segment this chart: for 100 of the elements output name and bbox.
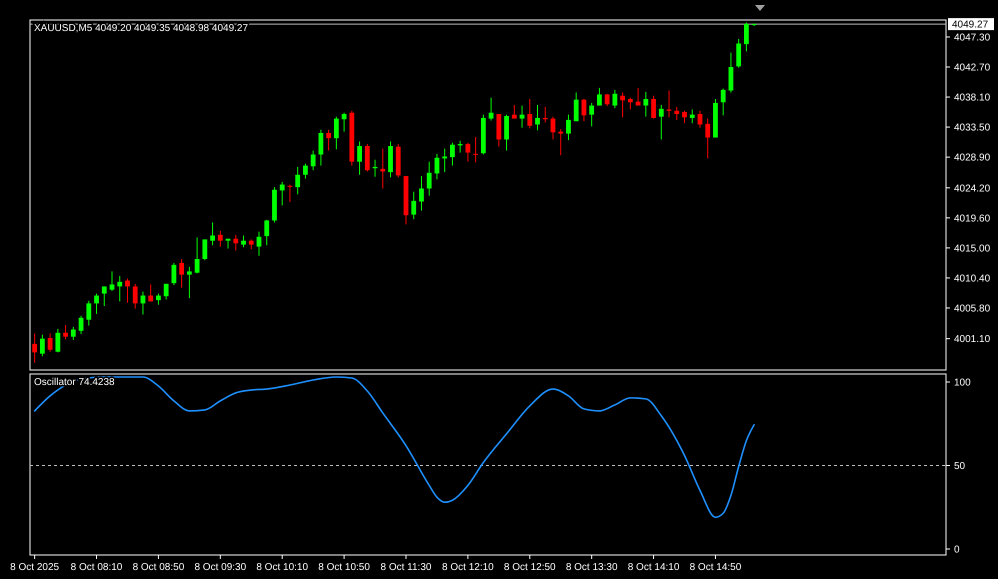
- candlestick: [582, 98, 586, 122]
- candlestick: [86, 300, 92, 326]
- y-tick-label: 100: [954, 378, 972, 389]
- candlestick: [55, 328, 60, 353]
- candlestick: [604, 93, 610, 107]
- candlestick: [411, 191, 416, 220]
- candlestick: [264, 219, 270, 246]
- candlestick: [334, 116, 339, 150]
- candlestick: [256, 231, 262, 256]
- candlestick: [94, 293, 99, 314]
- candlestick: [542, 106, 548, 124]
- candlestick: [318, 129, 324, 166]
- candlestick: [442, 148, 448, 173]
- candlestick: [32, 332, 38, 364]
- candlestick: [179, 258, 184, 288]
- candlestick: [40, 334, 45, 357]
- candlestick: [666, 90, 672, 118]
- candlestick: [682, 110, 687, 124]
- y-tick-label: 4042.70: [954, 62, 991, 74]
- candlestick: [458, 140, 463, 154]
- candlestick: [465, 142, 470, 162]
- candlestick: [720, 88, 726, 116]
- y-tick-label: 4024.20: [954, 183, 991, 194]
- x-tick-label: 8 Oct 14:50: [690, 562, 742, 573]
- candlestick: [558, 128, 564, 156]
- candlestick: [636, 87, 640, 106]
- x-tick-label: 8 Oct 14:10: [628, 562, 680, 573]
- x-tick-label: 8 Oct 09:30: [194, 562, 247, 573]
- candlestick: [658, 104, 664, 140]
- candlestick: [520, 105, 524, 128]
- candlestick: [288, 184, 292, 203]
- y-tick-label: 4010.40: [954, 273, 991, 284]
- y-tick-label: 4015.00: [954, 243, 991, 254]
- candlestick: [744, 22, 749, 52]
- candlestick: [690, 108, 695, 124]
- x-tick-label: 8 Oct 10:50: [318, 562, 370, 573]
- candlestick: [419, 176, 424, 212]
- line-series: [34, 376, 755, 518]
- candlestick: [380, 148, 386, 189]
- candlestick: [643, 91, 648, 118]
- x-tick-label: 8 Oct 12:10: [442, 562, 494, 573]
- candlestick: [172, 262, 176, 286]
- x-tick-label: 8 Oct 10:10: [256, 562, 308, 573]
- x-tick-label: 8 Oct 13:30: [566, 562, 618, 573]
- candlestick: [512, 104, 517, 120]
- candlestick: [728, 52, 734, 93]
- candlestick: [70, 326, 76, 340]
- candlestick: [241, 234, 246, 248]
- candlestick: [628, 97, 633, 110]
- candlestick: [202, 238, 208, 261]
- x-tick-label: 8 Oct 11:30: [380, 562, 432, 573]
- candlestick: [132, 283, 138, 310]
- candlestick: [535, 104, 540, 131]
- candlestick: [63, 324, 68, 340]
- x-tick-label: 8 Oct 12:50: [504, 562, 556, 573]
- candlestick: [140, 291, 146, 315]
- candlestick: [612, 89, 618, 109]
- candlestick: [110, 270, 114, 292]
- candlestick: [164, 283, 169, 300]
- candlestick: [78, 315, 84, 335]
- y-tick-label: 4047.30: [954, 32, 991, 44]
- candlestick: [736, 38, 742, 68]
- y-tick-label: 4019.60: [954, 213, 991, 224]
- candlestick: [698, 110, 702, 128]
- candlestick: [504, 114, 509, 152]
- candlestick: [303, 163, 308, 180]
- candlestick: [210, 222, 215, 246]
- candlestick: [48, 332, 53, 352]
- candlestick: [620, 92, 626, 118]
- candlestick: [357, 140, 362, 176]
- y-tick-label: 4028.90: [954, 152, 991, 164]
- y-tick-label: 4038.10: [954, 92, 991, 104]
- y-tick-label: 0: [954, 544, 960, 556]
- y-tick-label: 4005.80: [954, 303, 991, 314]
- candlestick: [102, 286, 107, 307]
- y-tick-label: 4033.50: [954, 122, 991, 134]
- x-tick-label: 8 Oct 08:50: [132, 562, 185, 573]
- candlestick: [233, 234, 238, 252]
- candlestick: [426, 161, 432, 196]
- candlestick: [310, 150, 316, 171]
- candlestick: [566, 114, 571, 141]
- candlestick: [326, 129, 332, 152]
- y-tick-label: 4001.10: [954, 334, 991, 346]
- candlestick: [488, 97, 494, 122]
- candlestick: [194, 236, 200, 274]
- candlestick: [550, 116, 556, 140]
- candlestick: [186, 266, 192, 299]
- candlestick: [295, 166, 300, 195]
- candlestick: [248, 238, 254, 250]
- candlestick: [651, 95, 656, 120]
- candlestick: [156, 293, 161, 306]
- candlestick: [117, 275, 122, 302]
- candlestick: [342, 112, 346, 132]
- x-tick-label: 8 Oct 08:10: [70, 562, 123, 573]
- candlestick: [705, 118, 710, 159]
- candlestick: [527, 98, 532, 129]
- ref-line-label: 4049.27: [952, 20, 989, 31]
- candlestick: [597, 87, 602, 106]
- candlestick: [473, 136, 478, 163]
- candlestick: [574, 92, 579, 122]
